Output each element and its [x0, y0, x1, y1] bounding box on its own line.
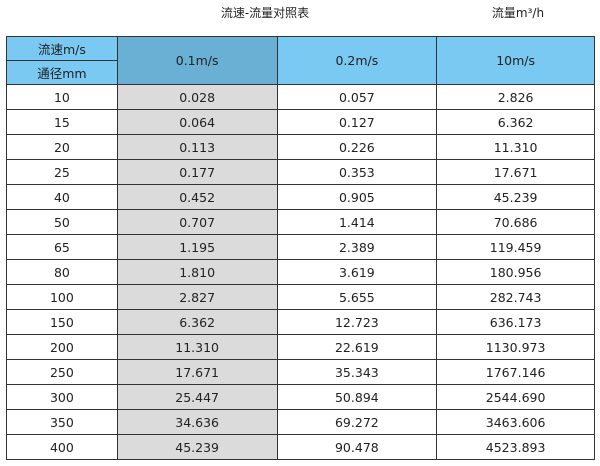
flow-cell: 70.686 — [436, 209, 595, 235]
table-row: 400 45.239 90.478 4523.893 — [6, 434, 595, 460]
flow-cell: 69.272 — [276, 409, 438, 435]
velocity-header: 流速m/s — [6, 36, 118, 61]
flow-cell: 35.343 — [276, 359, 438, 385]
flow-cell: 50.894 — [276, 384, 438, 410]
diameter-header: 通径mm — [6, 60, 118, 85]
diameter-cell: 300 — [6, 384, 118, 410]
flow-cell: 6.362 — [436, 109, 595, 135]
diameter-cell: 65 — [6, 234, 118, 260]
table-row: 25 0.177 0.353 17.671 — [6, 159, 595, 185]
diameter-cell: 20 — [6, 134, 118, 160]
flow-cell: 282.743 — [436, 284, 595, 310]
flow-cell: 4523.893 — [436, 434, 595, 460]
diameter-cell: 100 — [6, 284, 118, 310]
diameter-cell: 15 — [6, 109, 118, 135]
flow-cell: 0.113 — [116, 134, 278, 160]
flow-cell: 34.636 — [116, 409, 278, 435]
diameter-cell: 200 — [6, 334, 118, 360]
flow-cell: 3.619 — [276, 259, 438, 285]
diameter-cell: 80 — [6, 259, 118, 285]
flow-cell: 3463.606 — [436, 409, 595, 435]
flow-cell: 1.195 — [116, 234, 278, 260]
table-row: 350 34.636 69.272 3463.606 — [6, 409, 595, 435]
flow-cell: 17.671 — [436, 159, 595, 185]
flow-cell: 11.310 — [436, 134, 595, 160]
flow-cell: 0.707 — [116, 209, 278, 235]
flow-cell: 119.459 — [436, 234, 595, 260]
table-row: 65 1.195 2.389 119.459 — [6, 234, 595, 260]
table-row: 250 17.671 35.343 1767.146 — [6, 359, 595, 385]
diameter-cell: 25 — [6, 159, 118, 185]
flow-cell: 11.310 — [116, 334, 278, 360]
diameter-cell: 150 — [6, 309, 118, 335]
flow-cell: 0.177 — [116, 159, 278, 185]
flow-cell: 0.353 — [276, 159, 438, 185]
flow-cell: 90.478 — [276, 434, 438, 460]
diameter-cell: 40 — [6, 184, 118, 210]
table-row: 40 0.452 0.905 45.239 — [6, 184, 595, 210]
flow-cell: 0.028 — [116, 84, 278, 110]
diameter-cell: 400 — [6, 434, 118, 460]
flow-cell: 45.239 — [436, 184, 595, 210]
flow-cell: 1.810 — [116, 259, 278, 285]
diameter-cell: 350 — [6, 409, 118, 435]
column-header-0.1: 0.1m/s — [116, 36, 278, 85]
flow-cell: 1.414 — [276, 209, 438, 235]
table-row: 15 0.064 0.127 6.362 — [6, 109, 595, 135]
flow-cell: 25.447 — [116, 384, 278, 410]
flow-cell: 0.905 — [276, 184, 438, 210]
flow-cell: 0.226 — [276, 134, 438, 160]
flow-cell: 1130.973 — [436, 334, 595, 360]
flow-velocity-table: 流速m/s 0.1m/s 0.2m/s 10m/s 通径mm 10 0.028 0.… — [6, 36, 595, 460]
column-header-0.2: 0.2m/s — [276, 36, 438, 85]
flow-cell: 0.057 — [276, 84, 438, 110]
flow-cell: 5.655 — [276, 284, 438, 310]
flow-cell: 0.064 — [116, 109, 278, 135]
table-row: 200 11.310 22.619 1130.973 — [6, 334, 595, 360]
diameter-cell: 50 — [6, 209, 118, 235]
table-row: 80 1.810 3.619 180.956 — [6, 259, 595, 285]
flow-cell: 0.127 — [276, 109, 438, 135]
flow-cell: 2544.690 — [436, 384, 595, 410]
flow-cell: 180.956 — [436, 259, 595, 285]
unit-label: 流量m³/h — [491, 6, 545, 20]
flow-cell: 2.827 — [116, 284, 278, 310]
table-row: 300 25.447 50.894 2544.690 — [6, 384, 595, 410]
flow-cell: 6.362 — [116, 309, 278, 335]
diameter-cell: 250 — [6, 359, 118, 385]
diameter-cell: 10 — [6, 84, 118, 110]
table-row: 20 0.113 0.226 11.310 — [6, 134, 595, 160]
flow-cell: 0.452 — [116, 184, 278, 210]
flow-cell: 1767.146 — [436, 359, 595, 385]
flow-cell: 45.239 — [116, 434, 278, 460]
table-row: 10 0.028 0.057 2.826 — [6, 84, 595, 110]
flow-cell: 17.671 — [116, 359, 278, 385]
column-header-10: 10m/s — [436, 36, 595, 85]
flow-cell: 2.389 — [276, 234, 438, 260]
flow-cell: 22.619 — [276, 334, 438, 360]
flow-cell: 2.826 — [436, 84, 595, 110]
flow-cell: 636.173 — [436, 309, 595, 335]
flow-cell: 12.723 — [276, 309, 438, 335]
table-row: 150 6.362 12.723 636.173 — [6, 309, 595, 335]
table-row: 50 0.707 1.414 70.686 — [6, 209, 595, 235]
table-title: 流速-流量对照表 — [220, 6, 310, 20]
table-row: 100 2.827 5.655 282.743 — [6, 284, 595, 310]
